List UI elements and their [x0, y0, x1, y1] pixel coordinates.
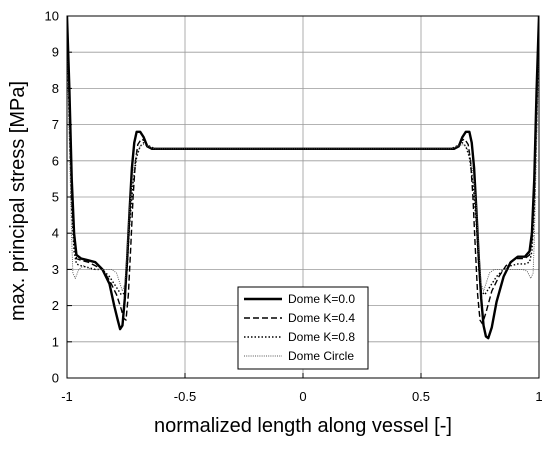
- plot-lines: [67, 16, 539, 340]
- y-axis-title: max. principal stress [MPa]: [7, 81, 29, 321]
- series-line-2: [67, 23, 539, 325]
- y-tick-label: 1: [52, 334, 59, 349]
- y-tick-label: 10: [45, 9, 59, 24]
- x-tick-label: 0.5: [412, 389, 430, 404]
- series-line-4: [67, 52, 539, 292]
- legend-label: Dome K=0.0: [288, 292, 355, 306]
- x-axis-title: normalized length along vessel [-]: [154, 415, 452, 437]
- legend-label: Dome K=0.4: [288, 311, 355, 325]
- y-tick-label: 3: [52, 262, 59, 277]
- x-tick-label: -0.5: [174, 389, 196, 404]
- y-tick-label: 6: [52, 153, 59, 168]
- y-tick-label: 0: [52, 371, 59, 386]
- legend-box: [237, 286, 369, 370]
- legend-entries: Dome K=0.0 Dome K=0.4 Dome K=0.8 Dome Circl…: [244, 292, 355, 363]
- y-tick-label: 2: [52, 298, 59, 313]
- x-tick-label: 1: [535, 389, 542, 404]
- y-tick-label: 8: [52, 81, 59, 96]
- legend-label: Dome K=0.8: [288, 330, 355, 344]
- legend-label: Dome Circle: [288, 349, 354, 363]
- x-tick-label: -1: [61, 389, 73, 404]
- y-tick-label: 4: [52, 226, 59, 241]
- y-tick-label: 7: [52, 117, 59, 132]
- legend: Dome K=0.0 Dome K=0.4 Dome K=0.8 Dome Circl…: [237, 286, 369, 370]
- y-tick-label: 5: [52, 190, 59, 205]
- y-tick-label: 9: [52, 45, 59, 60]
- x-tick-label: 0: [299, 389, 306, 404]
